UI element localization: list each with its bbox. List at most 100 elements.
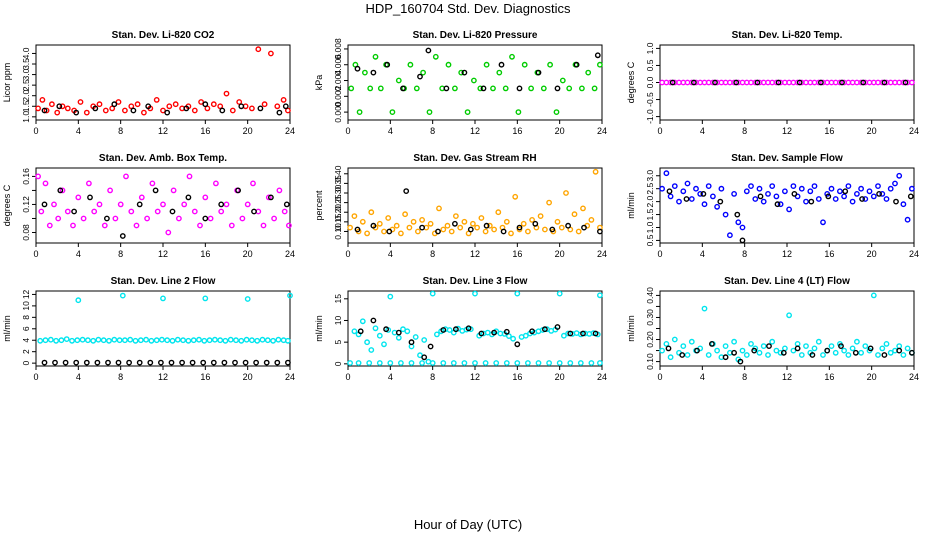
x-tick-label: 24	[909, 249, 919, 259]
data-point	[482, 360, 489, 366]
data-point	[164, 109, 171, 116]
data-point	[893, 198, 899, 205]
data-point	[359, 218, 366, 225]
data-point	[433, 331, 440, 338]
data-point	[709, 340, 715, 347]
data-point	[461, 69, 468, 76]
data-point	[248, 337, 255, 344]
data-point	[94, 359, 101, 366]
data-point	[41, 201, 48, 208]
y-tick-label: 8	[21, 315, 31, 320]
data-point	[219, 107, 226, 114]
data-point	[218, 208, 225, 215]
data-point	[710, 193, 716, 200]
data-point	[71, 208, 78, 215]
data-point	[96, 101, 103, 108]
data-point	[260, 222, 267, 229]
data-point	[859, 196, 865, 202]
plot-frame	[35, 167, 291, 244]
data-point	[594, 52, 601, 59]
y-tick-label: 0.20	[645, 331, 655, 348]
data-point	[525, 360, 531, 366]
data-point	[796, 79, 803, 86]
data-point	[486, 222, 493, 229]
data-point	[866, 188, 873, 195]
data-point	[136, 201, 143, 208]
x-tick-label: 16	[512, 249, 522, 259]
data-point	[102, 107, 109, 114]
data-point	[254, 337, 261, 344]
panel-title: Stan. Dev. Amb. Box Temp.	[99, 153, 227, 164]
y-tick-label: 2	[21, 349, 31, 354]
data-point	[542, 226, 548, 233]
x-tick-label: 20	[555, 126, 565, 136]
data-point	[276, 187, 283, 194]
data-point	[248, 105, 255, 112]
y-axis-label: ml/min	[2, 315, 12, 342]
x-tick-label: 16	[824, 249, 834, 259]
data-point	[467, 226, 474, 233]
data-point	[782, 188, 788, 195]
y-axis-label: degrees C	[2, 184, 12, 226]
data-point	[144, 215, 151, 222]
data-point	[480, 85, 487, 92]
x-tick-label: 16	[200, 372, 210, 382]
x-tick-label: 12	[158, 126, 168, 136]
data-point	[469, 220, 476, 227]
data-point	[267, 194, 274, 201]
x-tick-label: 16	[512, 372, 522, 382]
x-tick-label: 20	[243, 126, 253, 136]
x-tick-label: 4	[388, 126, 393, 136]
data-point	[549, 226, 556, 233]
data-point	[510, 335, 516, 342]
data-point	[372, 53, 379, 60]
y-tick-label: 0.30	[645, 309, 655, 326]
data-point	[446, 327, 453, 333]
data-point	[242, 359, 249, 366]
data-point	[879, 190, 886, 197]
data-point	[679, 352, 686, 358]
data-point	[474, 224, 480, 231]
data-point	[502, 85, 509, 92]
data-point	[731, 338, 737, 345]
data-point	[503, 328, 510, 335]
data-point	[803, 198, 809, 205]
data-point	[285, 222, 292, 229]
data-point	[457, 224, 464, 231]
data-point	[276, 109, 283, 116]
plot-frame	[659, 167, 915, 244]
data-point	[160, 295, 166, 302]
x-tick-label: 20	[243, 249, 253, 259]
data-point	[122, 337, 128, 344]
data-point	[505, 333, 512, 339]
data-point	[828, 185, 835, 192]
data-point	[535, 360, 542, 366]
data-point	[571, 211, 578, 218]
data-point	[412, 334, 419, 340]
data-point	[400, 85, 406, 92]
data-point	[420, 69, 426, 76]
x-tick-label: 0	[33, 249, 38, 259]
data-point	[559, 77, 566, 84]
data-point	[356, 109, 363, 116]
x-tick-label: 0	[657, 249, 662, 259]
data-point	[54, 109, 61, 116]
x-tick-label: 24	[597, 126, 607, 136]
data-point	[522, 332, 529, 339]
y-tick-label: 1.0	[645, 221, 655, 233]
data-point	[354, 65, 361, 72]
data-point	[491, 226, 497, 233]
data-point	[717, 198, 724, 205]
data-point	[580, 330, 586, 337]
data-point	[202, 215, 209, 222]
panel-6: Stan. Dev. Sample Flow 0 4 8 12 16 20 24 0.51.01…	[626, 153, 919, 259]
data-point	[41, 359, 48, 366]
data-point	[566, 85, 573, 92]
data-point	[395, 334, 402, 341]
data-point	[858, 349, 864, 356]
panel-title: Stan. Dev. Line 4 (LT) Flow	[724, 276, 850, 287]
data-point	[838, 343, 844, 349]
data-point	[554, 218, 561, 225]
data-point	[185, 337, 192, 344]
